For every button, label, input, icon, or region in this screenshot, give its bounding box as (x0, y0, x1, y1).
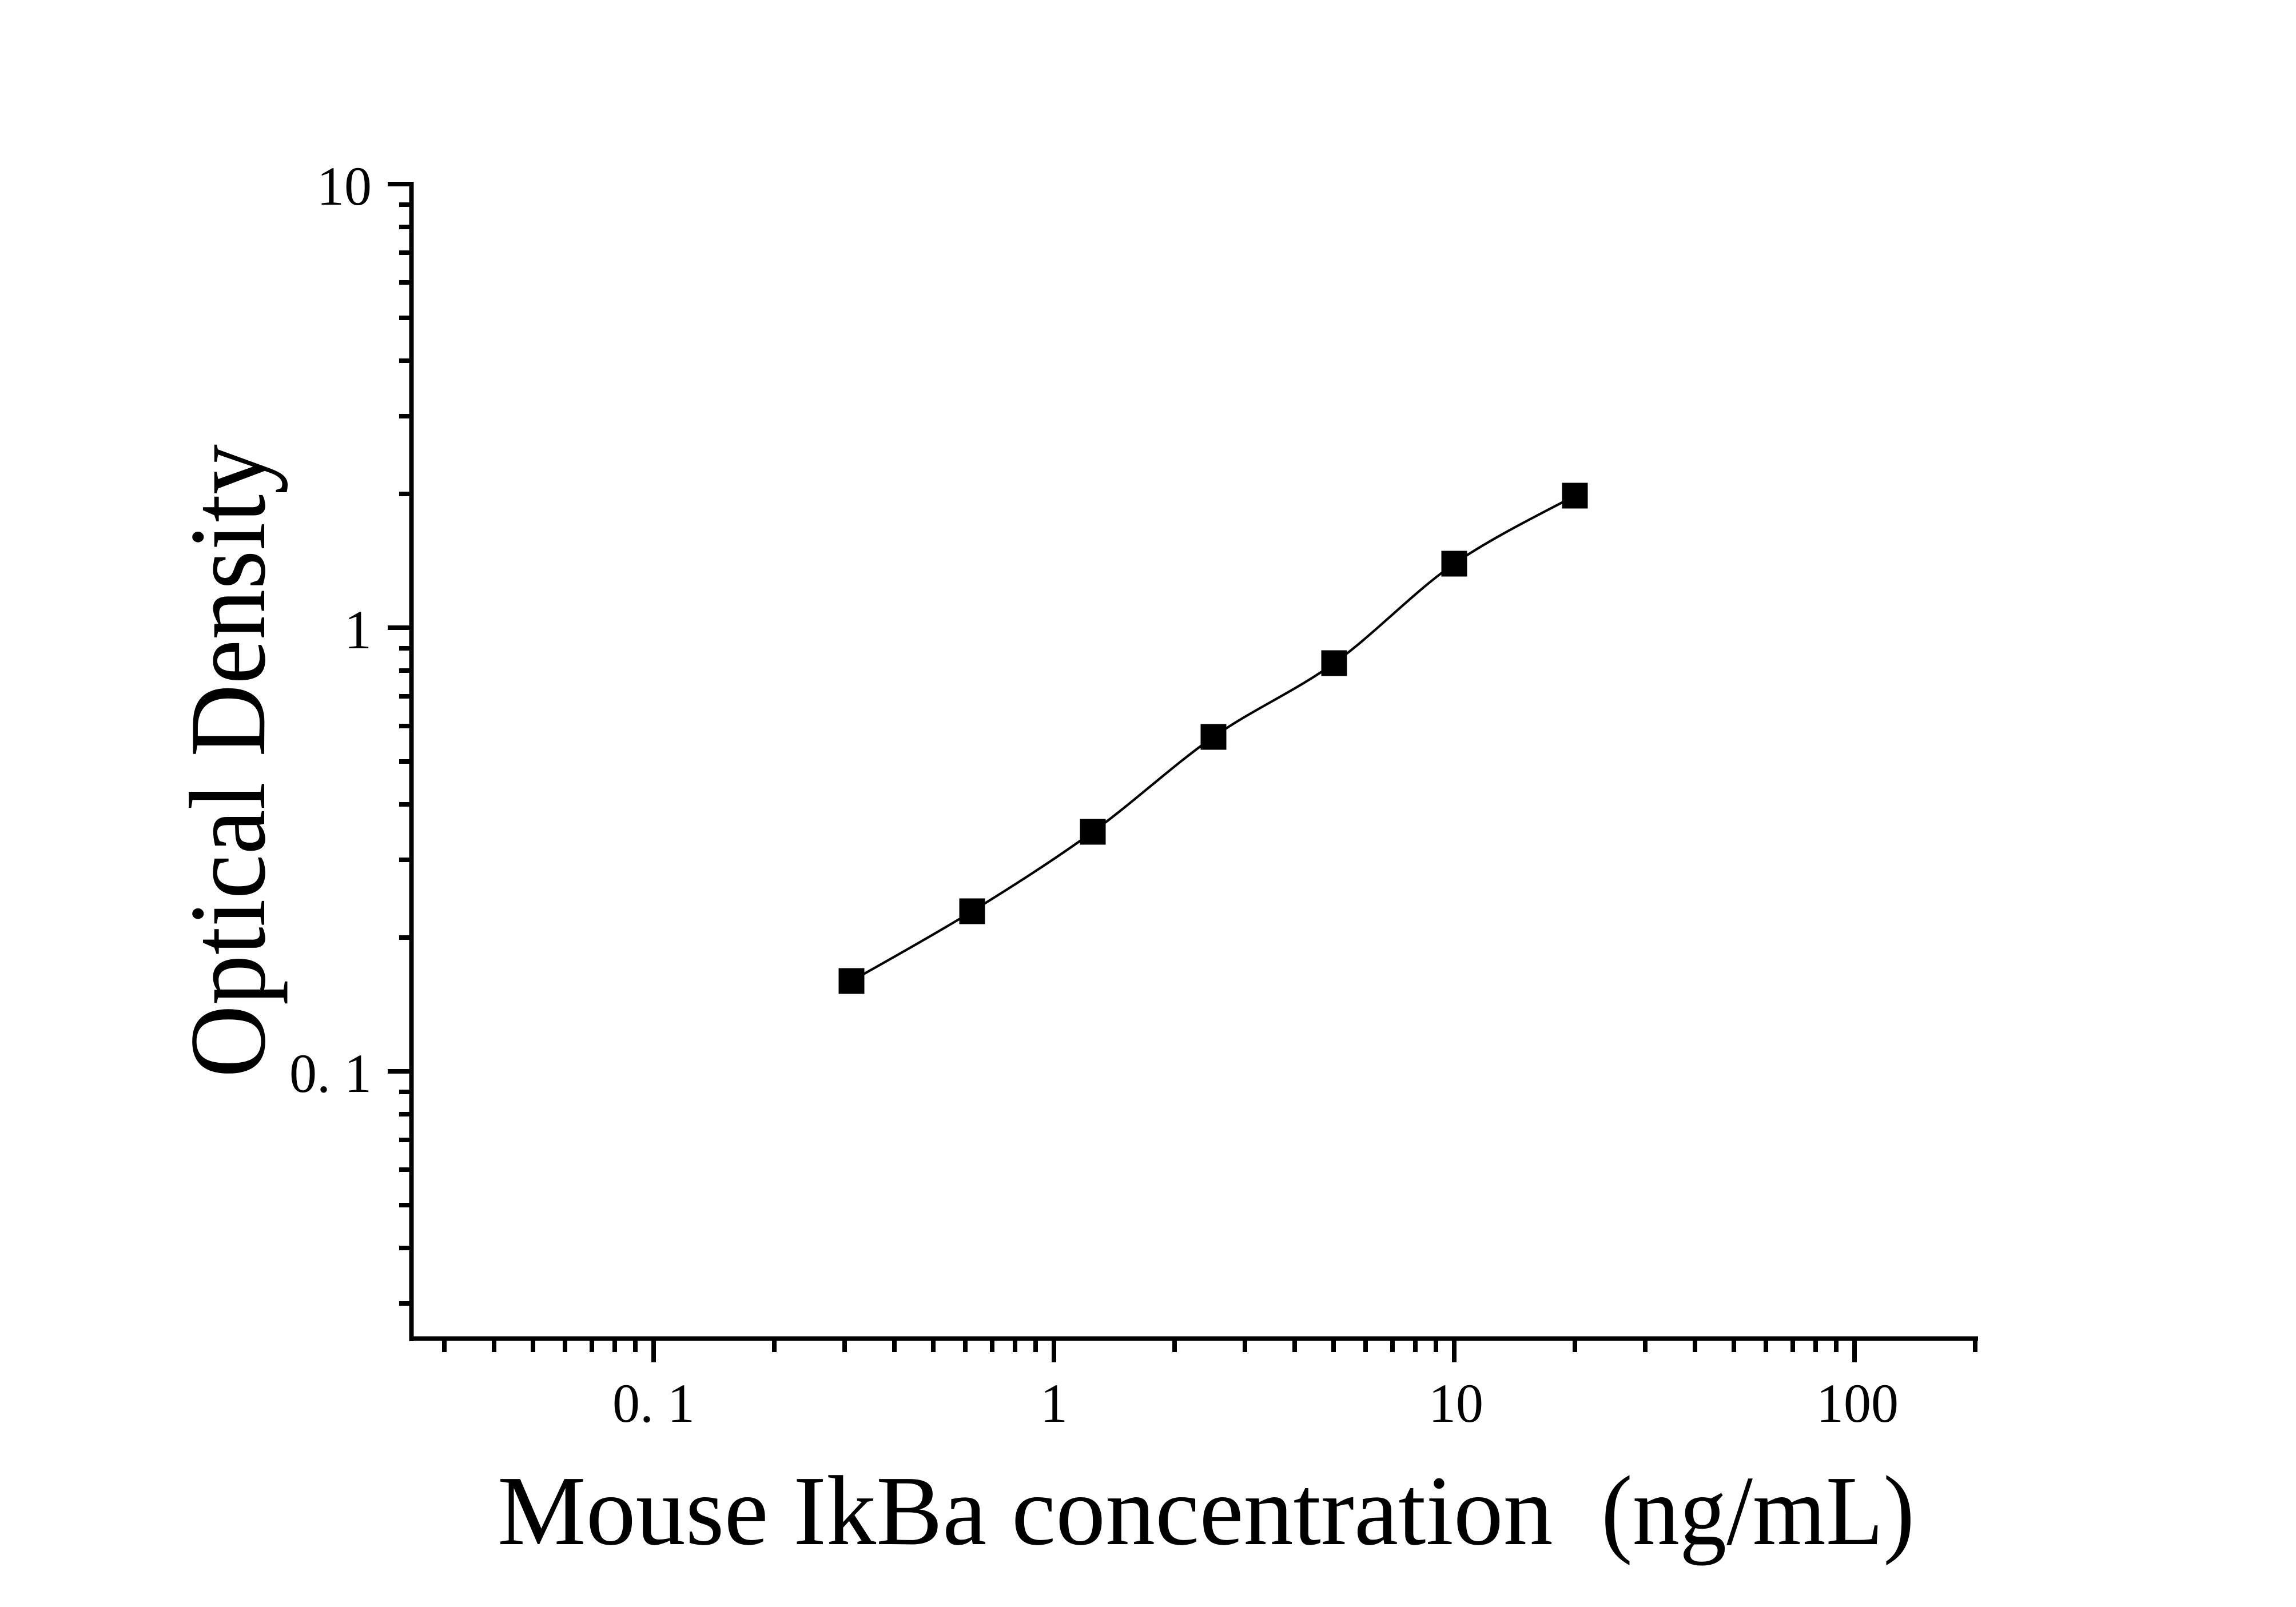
svg-text:(ng/mL): (ng/mL) (1601, 1456, 1915, 1566)
svg-text:1: 1 (344, 599, 372, 660)
svg-text:Optical Density: Optical Density (168, 444, 288, 1078)
svg-text:10: 10 (1428, 1373, 1483, 1434)
svg-text:0. 1: 0. 1 (612, 1373, 695, 1434)
svg-text:1: 1 (1040, 1373, 1068, 1434)
svg-text:10: 10 (317, 155, 372, 217)
svg-text:0. 1: 0. 1 (289, 1043, 372, 1104)
svg-text:Mouse IkBa concentration: Mouse IkBa concentration (498, 1456, 1553, 1566)
svg-text:100: 100 (1816, 1373, 1899, 1434)
